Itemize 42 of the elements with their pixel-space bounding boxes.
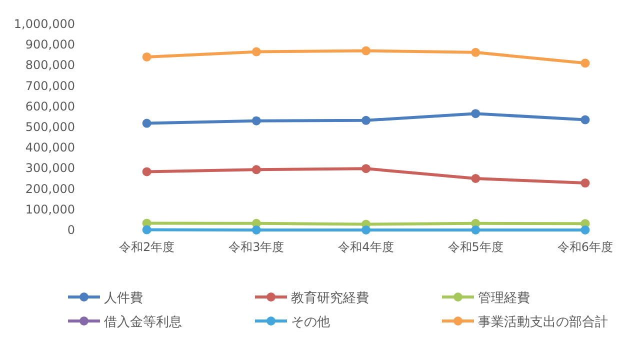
point bbox=[142, 225, 152, 234]
point bbox=[362, 46, 370, 56]
y-tick-label: 300,000 bbox=[25, 161, 75, 176]
y-tick-label: 200,000 bbox=[25, 182, 75, 196]
x-tick-label: 令和6年度 bbox=[557, 240, 614, 254]
point bbox=[142, 167, 152, 176]
y-tick-label: 1,000,000 bbox=[14, 17, 75, 31]
legend-label: その他 bbox=[291, 315, 330, 330]
x-tick-label: 令和2年度 bbox=[118, 240, 175, 254]
y-tick-label: 0 bbox=[67, 223, 75, 237]
y-tick-label: 900,000 bbox=[25, 38, 75, 52]
y-tick-label: 400,000 bbox=[25, 140, 75, 155]
y-tick-label: 600,000 bbox=[25, 99, 75, 114]
point bbox=[580, 115, 590, 124]
point bbox=[362, 164, 370, 174]
y-tick-label: 700,000 bbox=[25, 78, 75, 93]
legend-label: 借入金等利息 bbox=[104, 315, 182, 330]
point bbox=[471, 226, 480, 234]
point bbox=[580, 226, 590, 234]
legend-label: 事業活動支出の部合計 bbox=[478, 315, 608, 330]
point bbox=[471, 174, 480, 183]
legend-label: 人件費 bbox=[104, 291, 143, 306]
point bbox=[580, 178, 590, 188]
x-tick-label: 令和4年度 bbox=[338, 240, 394, 254]
point bbox=[252, 116, 261, 126]
legend-label: 教育研究経費 bbox=[291, 290, 369, 306]
point bbox=[252, 226, 261, 234]
point bbox=[471, 109, 480, 118]
x-tick-label: 令和3年度 bbox=[228, 240, 284, 254]
y-tick-label: 100,000 bbox=[25, 202, 75, 216]
point bbox=[580, 58, 590, 68]
point bbox=[252, 47, 261, 56]
y-tick-label: 500,000 bbox=[25, 120, 75, 134]
point bbox=[362, 226, 370, 234]
y-tick-label: 800,000 bbox=[25, 58, 75, 72]
point bbox=[142, 118, 152, 128]
point bbox=[252, 165, 261, 174]
x-tick-label: 令和5年度 bbox=[448, 240, 504, 254]
legend-label: 管理経費 bbox=[478, 291, 530, 306]
point bbox=[142, 52, 152, 62]
point bbox=[471, 48, 480, 57]
point bbox=[362, 116, 370, 125]
